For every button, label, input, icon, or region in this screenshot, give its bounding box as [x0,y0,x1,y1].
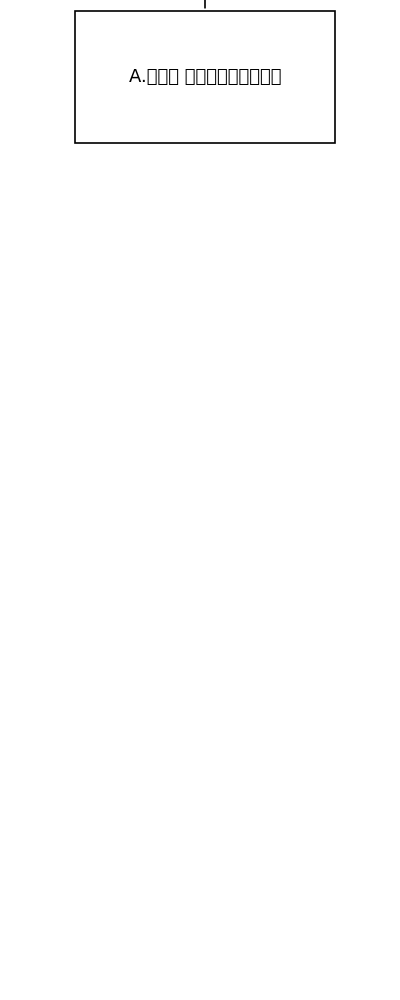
Text: A.酸洗： 去除表面油污与杂质: A.酸洗： 去除表面油污与杂质 [129,68,281,86]
FancyBboxPatch shape [75,11,335,143]
